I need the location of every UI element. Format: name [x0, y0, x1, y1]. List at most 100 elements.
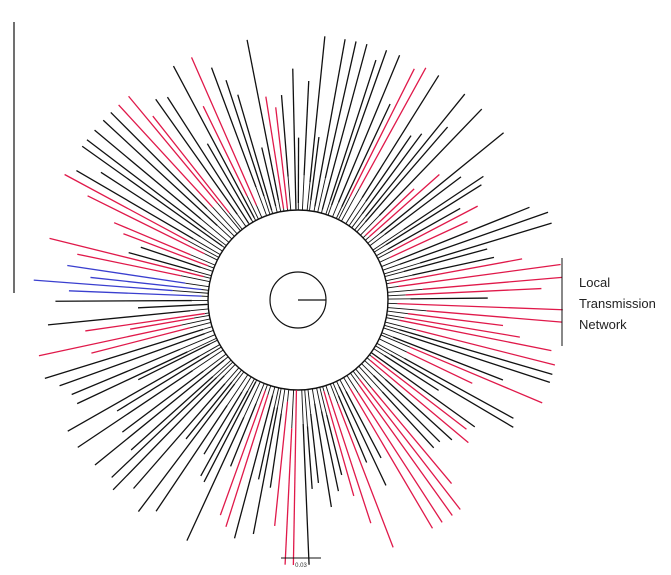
branch-stem — [272, 210, 273, 213]
branch-tip — [88, 196, 205, 254]
branch-tip — [362, 75, 439, 197]
branch-tip — [304, 81, 309, 175]
branch-stem — [273, 387, 275, 395]
branch-stem — [347, 376, 358, 393]
branch-tip — [50, 238, 204, 276]
branch-stem — [205, 313, 209, 314]
branch-stem — [242, 377, 251, 392]
branch-stem — [201, 219, 229, 242]
branch-stem — [265, 385, 267, 391]
branch-tip — [129, 96, 218, 203]
branch-tip — [293, 390, 296, 565]
branch-tip — [76, 171, 193, 239]
branch-stem — [363, 235, 366, 237]
branch-tip — [339, 396, 367, 463]
branch-stem — [302, 390, 303, 424]
branch-stem — [208, 266, 214, 268]
branch-stem — [308, 389, 311, 413]
branch-tip — [68, 356, 200, 431]
tree-branches — [34, 36, 563, 565]
branch-tip — [112, 377, 217, 477]
branch-stem — [387, 286, 398, 288]
branch-stem — [388, 308, 427, 311]
branch-tip — [231, 403, 257, 466]
branch-tip — [388, 208, 460, 249]
branch-stem — [205, 330, 214, 333]
branch-tip — [423, 277, 562, 289]
branch-tip — [370, 360, 468, 442]
branch-stem — [362, 364, 374, 376]
branch-tip — [82, 146, 222, 246]
branch-stem — [256, 187, 267, 215]
branch-stem — [213, 207, 238, 234]
branch-stem — [337, 381, 340, 386]
branch-stem — [357, 222, 366, 232]
branch-stem — [222, 246, 224, 248]
branch-stem — [305, 390, 308, 426]
branch-stem — [314, 207, 315, 212]
branch-stem — [387, 283, 390, 284]
branch-tip — [400, 320, 552, 350]
branch-stem — [292, 390, 294, 428]
branch-stem — [321, 210, 322, 213]
branch-tip — [275, 402, 288, 526]
branch-stem — [268, 386, 271, 395]
branch-tip — [390, 259, 523, 283]
branch-stem — [381, 335, 410, 347]
branch-tip — [55, 301, 191, 302]
branch-stem — [312, 389, 314, 404]
branch-stem — [203, 327, 212, 330]
branch-stem — [336, 207, 342, 219]
branch-stem — [352, 214, 362, 228]
branch-tip — [407, 352, 472, 383]
branch-tip — [285, 428, 292, 564]
branch-tip — [303, 424, 309, 565]
branch-stem — [388, 289, 423, 292]
branch-tip — [203, 106, 247, 196]
branch-stem — [251, 220, 252, 222]
branch-tip — [410, 298, 487, 299]
branch-tip — [95, 360, 224, 465]
branch-stem — [386, 318, 400, 321]
branch-tip — [404, 176, 484, 229]
branch-tip — [397, 207, 529, 260]
branch-stem — [367, 358, 370, 361]
branch-stem — [385, 272, 404, 277]
branch-tip — [293, 69, 296, 210]
branch-tip — [138, 384, 234, 512]
branch-tip — [253, 408, 277, 534]
branch-stem — [204, 277, 211, 279]
branch-stem — [309, 200, 310, 210]
branch-stem — [256, 383, 264, 403]
branch-stem — [302, 175, 304, 210]
branch-tip — [398, 304, 563, 310]
branch-stem — [323, 387, 324, 392]
branch-tip — [95, 130, 201, 219]
branch-stem — [320, 387, 327, 414]
branch-tip — [311, 414, 319, 483]
branch-stem — [249, 223, 250, 224]
branch-stem — [326, 201, 330, 215]
branch-tip — [410, 337, 550, 383]
branch-stem — [173, 291, 209, 294]
scale-bar-label: 0.03 — [286, 563, 316, 569]
branch-stem — [188, 241, 219, 258]
branch-stem — [387, 311, 408, 314]
branch-tip — [138, 304, 207, 307]
branch-tip — [113, 376, 224, 490]
branch-stem — [185, 283, 209, 287]
branch-tip — [329, 395, 371, 523]
branch-stem — [369, 355, 371, 357]
branch-tip — [307, 426, 312, 489]
branch-stem — [209, 347, 221, 354]
branch-stem — [281, 389, 285, 414]
branch-tip — [34, 280, 173, 290]
branch-stem — [254, 218, 255, 221]
branch-stem — [365, 237, 369, 241]
branch-stem — [307, 182, 310, 210]
branch-stem — [207, 209, 234, 236]
branch-stem — [380, 258, 390, 263]
branch-stem — [201, 267, 213, 271]
branch-stem — [288, 390, 289, 402]
branch-tip — [338, 404, 393, 548]
